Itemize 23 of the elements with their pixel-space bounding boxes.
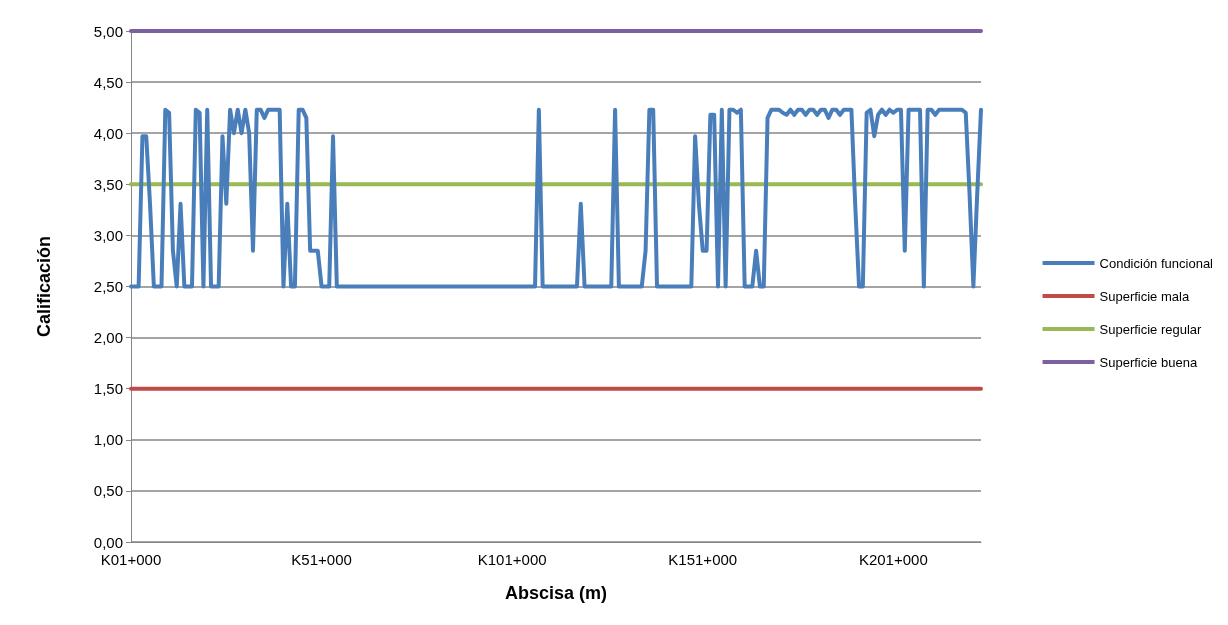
y-tick-label: 5,00 <box>93 22 123 40</box>
y-tick-label: 2,50 <box>93 278 123 295</box>
x-tick-label: K51+000 <box>291 551 352 568</box>
legend-label: Superficie mala <box>1099 288 1190 304</box>
y-tick-label: 0,00 <box>93 533 123 551</box>
y-tick-label: 1,00 <box>93 431 123 449</box>
x-tick-label: K201+000 <box>858 551 928 568</box>
y-tick-label: 3,50 <box>93 175 123 193</box>
line-series <box>129 107 983 289</box>
x-tick-label: K151+000 <box>668 551 738 568</box>
x-axis-title: Abscisa (m) <box>504 583 608 603</box>
y-tick-label: 3,00 <box>93 226 123 244</box>
legend-label: Superficie regular <box>1099 321 1203 337</box>
y-tick-label: 4,00 <box>93 124 123 142</box>
legend-label: Superficie buena <box>1099 354 1198 370</box>
y-tick-label: 1,50 <box>93 380 123 398</box>
x-tick-label: K01+000 <box>100 551 162 568</box>
y-tick-label: 4,50 <box>93 73 123 91</box>
y-tick-label: 0,50 <box>93 482 123 500</box>
y-axis-title: Calificación <box>34 235 54 338</box>
x-tick-label: K101+000 <box>477 551 547 568</box>
y-tick-label: 2,00 <box>93 329 123 347</box>
legend-label: Condición funcional <box>1099 255 1214 271</box>
